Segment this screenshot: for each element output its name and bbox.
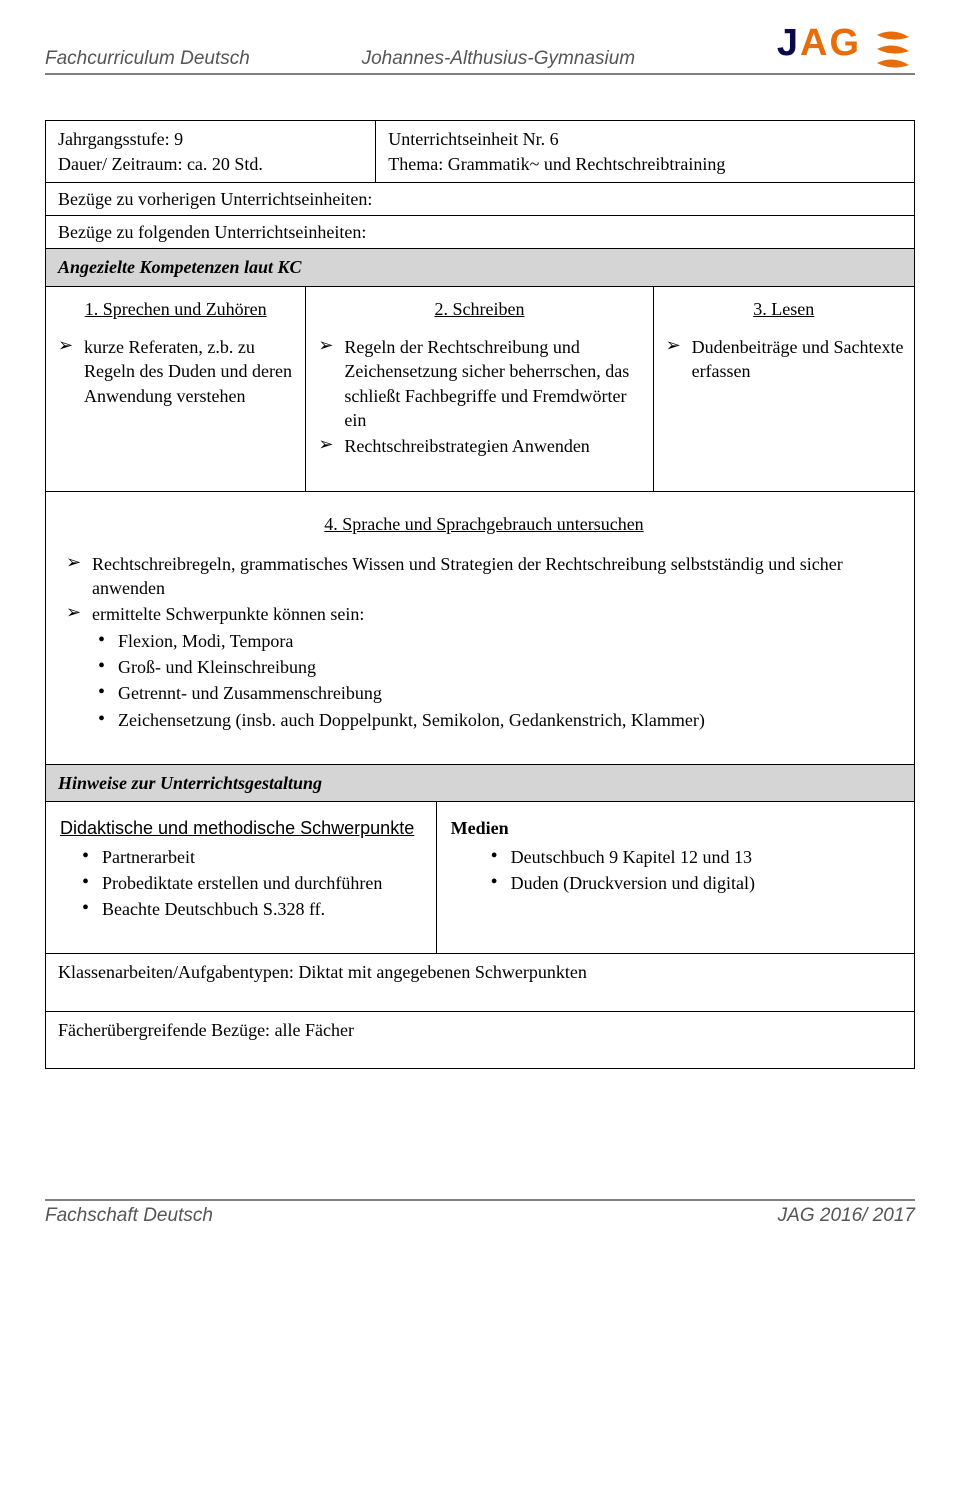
hinweise-body: Didaktische und methodische Schwerpunkte… [46, 802, 915, 954]
header-mid: Johannes-Althusius-Gymnasium [220, 46, 777, 72]
col-schreiben: 2. Schreiben Regeln der Rechtschreibung … [306, 287, 653, 491]
s4-sub: Zeichensetzung (insb. auch Doppelpunkt, … [92, 708, 904, 732]
unit-nr: Unterrichtseinheit Nr. 6 [388, 127, 904, 151]
ref-next: Bezüge zu folgenden Unterrichtseinheiten… [46, 216, 915, 249]
logo: J A G [777, 18, 915, 71]
kc-heading: Angezielte Kompetenzen laut KC [46, 249, 915, 286]
competence-columns: 1. Sprechen und Zuhören kurze Referaten,… [46, 286, 915, 491]
didaktik-item: Partnerarbeit [76, 845, 426, 869]
col3-item: Dudenbeiträge und Sachtexte erfassen [664, 335, 904, 384]
medien-item: Deutschbuch 9 Kapitel 12 und 13 [485, 845, 904, 869]
didaktik-item: Probediktate erstellen und durchführen [76, 871, 426, 895]
footer-right: JAG 2016/ 2017 [778, 1203, 915, 1229]
col3-title: 3. Lesen [753, 299, 814, 319]
meta-left: Jahrgangsstufe: 9 Dauer/ Zeitraum: ca. 2… [46, 121, 376, 183]
didaktik-col: Didaktische und methodische Schwerpunkte… [46, 802, 437, 953]
medien-item: Duden (Druckversion und digital) [485, 871, 904, 895]
klassenarbeiten: Klassenarbeiten/Aufgabentypen: Diktat mi… [46, 954, 915, 1011]
thema: Thema: Grammatik~ und Rechtschreibtraini… [388, 152, 904, 176]
logo-letter-j: J [777, 18, 800, 69]
logo-text: J A G [777, 18, 861, 69]
col2-item: Rechtschreibstrategien Anwenden [316, 434, 642, 458]
s4-sub: Getrennt- und Zusammenschreibung [92, 681, 904, 705]
section-4: 4. Sprache und Sprachgebrauch untersuche… [46, 491, 915, 764]
dauer: Dauer/ Zeitraum: ca. 20 Std. [58, 152, 365, 176]
logo-mark-icon [871, 25, 915, 69]
faecheruebergreifend: Fächerübergreifende Bezüge: alle Fächer [46, 1011, 915, 1068]
s4-item-text: ermittelte Schwerpunkte können sein: [92, 604, 364, 624]
jahrgangsstufe: Jahrgangsstufe: 9 [58, 127, 365, 151]
hinweise-heading: Hinweise zur Unterrichtsgestaltung [46, 764, 915, 801]
curriculum-table: Jahrgangsstufe: 9 Dauer/ Zeitraum: ca. 2… [45, 120, 915, 1069]
s4-item: ermittelte Schwerpunkte können sein: Fle… [64, 602, 904, 731]
footer-left: Fachschaft Deutsch [45, 1203, 213, 1229]
page-footer: Fachschaft Deutsch JAG 2016/ 2017 [45, 1199, 915, 1229]
col2-title: 2. Schreiben [434, 299, 524, 319]
didaktik-title: Didaktische und methodische Schwerpunkte [60, 816, 426, 840]
col-lesen: 3. Lesen Dudenbeiträge und Sachtexte erf… [654, 287, 914, 491]
medien-title: Medien [451, 816, 904, 840]
ref-prev: Bezüge zu vorherigen Unterrichtseinheite… [46, 182, 915, 215]
col1-title: 1. Sprechen und Zuhören [85, 299, 267, 319]
col-sprechen: 1. Sprechen und Zuhören kurze Referaten,… [46, 287, 306, 491]
logo-letter-a: A [800, 18, 829, 69]
s4-sub: Flexion, Modi, Tempora [92, 629, 904, 653]
col2-item: Regeln der Rechtschreibung und Zeichense… [316, 335, 642, 432]
s4-item: Rechtschreibregeln, grammatisches Wissen… [64, 552, 904, 601]
section4-title: 4. Sprache und Sprachgebrauch untersuche… [324, 514, 643, 534]
meta-right: Unterrichtseinheit Nr. 6 Thema: Grammati… [376, 121, 915, 183]
didaktik-item: Beachte Deutschbuch S.328 ff. [76, 897, 426, 921]
col1-item: kurze Referaten, z.b. zu Regeln des Dude… [56, 335, 295, 408]
medien-col: Medien Deutschbuch 9 Kapitel 12 und 13 D… [437, 802, 914, 953]
page-header: Fachcurriculum Deutsch Johannes-Althusiu… [45, 18, 915, 75]
logo-letter-g: G [829, 18, 861, 69]
s4-sub: Groß- und Kleinschreibung [92, 655, 904, 679]
